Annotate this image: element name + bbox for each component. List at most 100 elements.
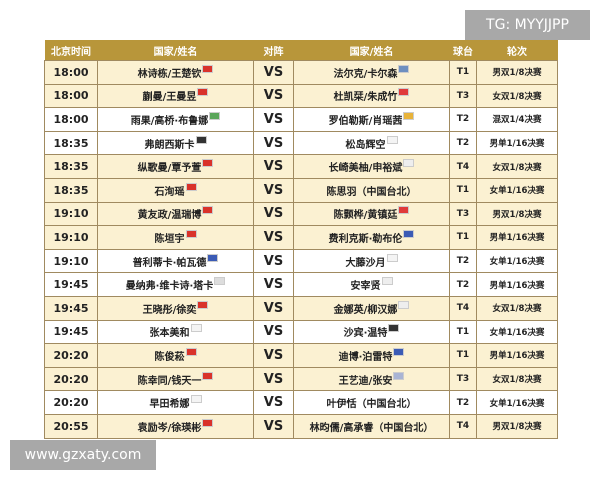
player1: 蒯曼/王曼昱 (97, 83, 254, 109)
table-number: T1 (449, 319, 477, 345)
match-time: 19:45 (44, 319, 98, 345)
match-time: 19:10 (44, 225, 98, 250)
player2-text: 陈思羽（中国台北） (326, 186, 417, 198)
player2: 林昀儒/高承睿（中国台北） (293, 413, 450, 439)
table-number: T4 (449, 295, 477, 321)
player1: 王晓彤/徐奕 (97, 295, 254, 321)
match-round-text: 男单1/16决赛 (489, 233, 545, 244)
match-time: 18:00 (44, 83, 98, 109)
match-round-text: 男单1/16决赛 (489, 280, 545, 291)
table-row: 20:20 陈俊菘 VS 迪博·泊雷特 T1 男单1/16决赛 (44, 343, 558, 368)
match-time: 19:10 (44, 248, 98, 274)
flag-icon (185, 347, 197, 356)
player2: 陈颢桦/黄镇廷 (293, 201, 450, 227)
match-round-text: 女双1/8决赛 (492, 162, 542, 173)
table-number: T1 (449, 225, 477, 250)
match-round-text: 女单1/16决赛 (489, 327, 545, 338)
flag-icon (403, 229, 415, 238)
match-time-text: 20:55 (53, 419, 89, 433)
table-row: 19:10 普利蒂卡·帕瓦德 VS 大藤沙月 T2 女单1/16决赛 (44, 248, 558, 274)
player1-text: 弗朗西斯卡 (144, 139, 195, 151)
table-number-text: T2 (456, 138, 470, 149)
player2: 迪博·泊雷特 (293, 343, 450, 368)
table-number-text: T3 (456, 208, 470, 219)
table-number: T1 (449, 177, 477, 203)
match-time: 20:55 (44, 413, 98, 439)
match-time-text: 18:00 (53, 65, 89, 79)
flag-icon (185, 229, 197, 238)
player1-text: 陈幸同/钱天一 (137, 375, 202, 387)
match-round: 男单1/16决赛 (476, 343, 558, 368)
player1-text: 陈俊菘 (154, 351, 185, 363)
match-round-text: 女双1/8决赛 (492, 304, 542, 315)
flag-icon (393, 347, 405, 356)
match-time-text: 18:00 (53, 89, 89, 103)
vs-label-text: VS (263, 253, 284, 269)
header-round: 轮次 (476, 40, 558, 61)
table-number-text: T1 (456, 326, 470, 337)
player1-text: 袁励岑/徐瑛彬 (137, 422, 202, 434)
match-round: 男双1/8决赛 (476, 413, 558, 439)
table-number-text: T2 (456, 114, 470, 125)
match-round: 女双1/8决赛 (476, 366, 558, 392)
match-time: 20:20 (44, 366, 98, 392)
player2: 陈思羽（中国台北） (293, 177, 450, 203)
flag-icon (202, 206, 214, 215)
table-number: T3 (449, 83, 477, 109)
flag-icon (197, 88, 209, 97)
vs-label-text: VS (263, 300, 284, 316)
vs-label-text: VS (263, 324, 284, 340)
header-table: 球台 (449, 40, 477, 61)
match-round-text: 混双1/4决赛 (492, 115, 542, 126)
player2-text: 法尔克/卡尔森 (333, 68, 398, 80)
vs-label: VS (253, 413, 294, 439)
vs-label: VS (253, 225, 294, 250)
player2-text: 杜凯栞/朱成竹 (333, 92, 398, 104)
match-time: 18:35 (44, 130, 98, 156)
player1: 纵歌曼/覃予萱 (97, 154, 254, 179)
flag-icon (398, 64, 410, 73)
match-time-text: 19:10 (53, 254, 89, 268)
match-time: 18:35 (44, 154, 98, 179)
flag-icon (202, 418, 214, 427)
vs-label-text: VS (263, 88, 284, 104)
player1: 雨果/高桥·布鲁娜 (97, 107, 254, 132)
player2: 金娜英/柳汉娜 (293, 295, 450, 321)
player2-text: 安宰贤 (350, 281, 381, 293)
player1-text: 曼纳弗·维卡诗·塔卡 (125, 281, 214, 293)
vs-label: VS (253, 295, 294, 321)
flag-icon (398, 88, 410, 97)
match-round-text: 男双1/8决赛 (492, 422, 542, 433)
table-number: T4 (449, 154, 477, 179)
player1: 张本美和 (97, 319, 254, 345)
table-number-text: T4 (456, 303, 470, 314)
table-number-text: T4 (456, 421, 470, 432)
player2: 松岛辉空 (293, 130, 450, 156)
table-number-text: T3 (456, 90, 470, 101)
flag-icon (403, 111, 415, 120)
player2-text: 林昀儒/高承睿（中国台北） (309, 422, 434, 434)
vs-label: VS (253, 201, 294, 227)
match-round-text: 女双1/8决赛 (492, 91, 542, 102)
player2: 长崎美柚/申裕斌 (293, 154, 450, 179)
table-number: T3 (449, 201, 477, 227)
table-row: 18:00 蒯曼/王曼昱 VS 杜凯栞/朱成竹 T3 女双1/8决赛 (44, 83, 558, 109)
vs-label: VS (253, 130, 294, 156)
flag-icon (393, 371, 405, 380)
player2-text: 松岛辉空 (345, 139, 386, 151)
player1-text: 石洵瑶 (154, 186, 185, 198)
match-time-text: 19:45 (53, 278, 89, 292)
vs-label-text: VS (263, 371, 284, 387)
match-round: 男单1/16决赛 (476, 272, 558, 297)
match-time-text: 20:20 (53, 372, 89, 386)
table-row: 19:45 王晓彤/徐奕 VS 金娜英/柳汉娜 T4 女双1/8决赛 (44, 295, 558, 321)
player2: 大藤沙月 (293, 248, 450, 274)
vs-label: VS (253, 343, 294, 368)
player1: 早田希娜 (97, 390, 254, 415)
watermark-bottom: www.gzxaty.com (10, 440, 156, 470)
player2-text: 叶伊恬（中国台北） (326, 399, 417, 411)
table-number-text: T2 (456, 397, 470, 408)
match-round: 女单1/16决赛 (476, 177, 558, 203)
vs-label-text: VS (263, 111, 284, 127)
table-number-text: T2 (456, 279, 470, 290)
